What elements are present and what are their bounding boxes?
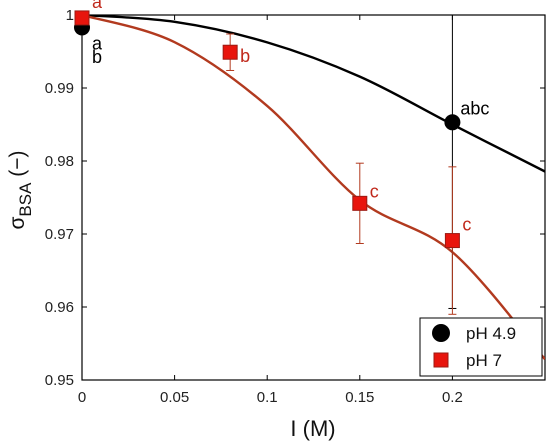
y-tick-label: 0.98 (45, 153, 74, 170)
fit-curve-ph49 (82, 15, 545, 173)
x-tick-label: 0.1 (257, 389, 278, 406)
y-tick-label: 0.96 (45, 299, 74, 316)
x-tick-label: 0.15 (345, 389, 374, 406)
y-axis-label-symbol: σ (6, 217, 29, 230)
legend-label: pH 7 (466, 351, 502, 370)
y-tick-label: 0.97 (45, 226, 74, 243)
data-point-ph7 (444, 233, 460, 249)
data-point-ph49 (444, 114, 461, 131)
data-label: c (370, 181, 379, 201)
data-point-ph7 (352, 195, 368, 211)
data-label: a (92, 0, 103, 12)
y-axis-label-unit: (−) (6, 150, 29, 182)
x-tick-label: 0 (78, 389, 86, 406)
y-axis-label-subscript: BSA (16, 182, 35, 217)
legend-marker-ph49 (432, 324, 450, 342)
legend-label: pH 4.9 (466, 324, 516, 343)
data-label: c (462, 215, 471, 235)
y-tick-label: 1 (66, 7, 74, 24)
fit-curve-ph7 (82, 15, 545, 361)
y-tick-label: 0.95 (45, 372, 74, 389)
x-tick-label: 0.05 (160, 389, 189, 406)
data-label: a (92, 33, 103, 53)
x-tick-label: 0.2 (442, 389, 463, 406)
data-point-ph7 (222, 44, 238, 60)
data-point-ph7 (74, 10, 90, 26)
y-tick-label: 0.99 (45, 80, 74, 97)
axes-frame (81, 14, 546, 381)
plot-area: 0 0.05 0.1 0.15 0.20.950.960.970.980.991aabc… (45, 0, 546, 406)
legend: pH 4.9 pH 7 (419, 317, 543, 377)
data-label: b (92, 47, 102, 67)
data-label: b (240, 46, 250, 66)
x-axis-label: I (M) (290, 416, 335, 441)
y-axis-label: σBSA (−) (6, 150, 35, 229)
data-label: abc (460, 98, 489, 118)
legend-marker-ph7 (433, 352, 449, 368)
